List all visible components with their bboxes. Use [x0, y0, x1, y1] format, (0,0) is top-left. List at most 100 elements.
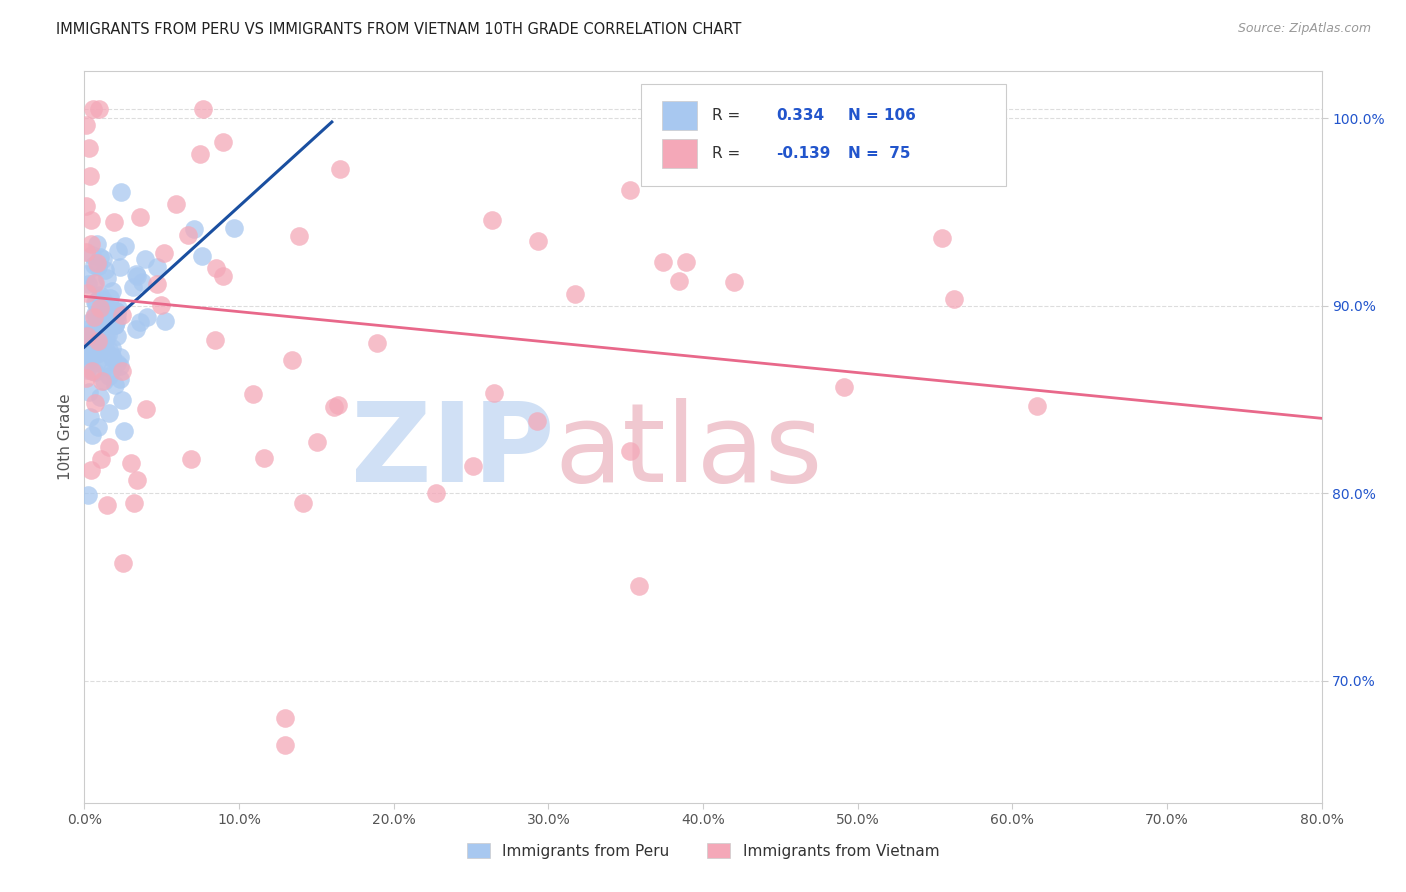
- Point: [79, 463, 101, 477]
- Point: [425, 486, 447, 500]
- Point: [107, 313, 129, 327]
- Point: [82, 102, 104, 116]
- Point: [93, 312, 115, 326]
- Point: [76, 322, 98, 336]
- Point: [77, 277, 100, 292]
- FancyBboxPatch shape: [662, 101, 697, 130]
- Point: [75, 337, 97, 351]
- Text: -0.139: -0.139: [776, 145, 831, 161]
- Point: [87, 102, 110, 116]
- Point: [135, 310, 157, 324]
- Point: [146, 277, 169, 291]
- Point: [112, 424, 135, 438]
- Point: [91, 335, 114, 350]
- Point: [481, 213, 503, 227]
- Point: [153, 246, 176, 260]
- Point: [100, 303, 122, 318]
- Point: [97, 327, 120, 342]
- Point: [153, 314, 176, 328]
- Point: [75, 332, 97, 346]
- Point: [96, 301, 118, 315]
- Point: [211, 136, 233, 150]
- Point: [96, 330, 118, 344]
- Point: [94, 341, 117, 355]
- Point: [98, 343, 121, 357]
- Point: [80, 349, 103, 363]
- Point: [87, 318, 110, 333]
- Point: [103, 318, 125, 332]
- Point: [675, 255, 697, 269]
- Point: [89, 326, 111, 341]
- Point: [942, 292, 965, 306]
- Point: [107, 244, 129, 258]
- Text: 0.334: 0.334: [776, 108, 824, 123]
- Point: [80, 325, 103, 339]
- Point: [98, 368, 121, 383]
- Point: [79, 169, 101, 184]
- Point: [79, 315, 101, 329]
- Point: [77, 385, 100, 400]
- Point: [1025, 399, 1047, 413]
- Point: [83, 277, 105, 291]
- Text: R =: R =: [711, 145, 745, 161]
- Point: [125, 268, 148, 283]
- Point: [222, 220, 245, 235]
- Point: [110, 185, 132, 199]
- FancyBboxPatch shape: [662, 138, 697, 168]
- Text: N = 106: N = 106: [848, 108, 915, 123]
- Point: [84, 294, 107, 309]
- Point: [94, 262, 117, 277]
- Point: [86, 354, 108, 368]
- Point: [80, 364, 103, 378]
- Point: [84, 343, 107, 357]
- Point: [90, 452, 112, 467]
- Point: [329, 161, 352, 176]
- Point: [461, 458, 484, 473]
- Text: Source: ZipAtlas.com: Source: ZipAtlas.com: [1237, 22, 1371, 36]
- Point: [84, 345, 107, 359]
- Point: [326, 398, 349, 412]
- Point: [97, 406, 120, 420]
- Point: [193, 102, 215, 116]
- Point: [104, 303, 127, 318]
- Point: [188, 146, 211, 161]
- Point: [931, 230, 953, 244]
- Point: [75, 118, 97, 132]
- Point: [366, 335, 388, 350]
- Point: [76, 286, 98, 301]
- Point: [105, 328, 128, 343]
- Point: [82, 340, 104, 354]
- Point: [526, 234, 548, 248]
- Point: [91, 293, 114, 308]
- Point: [526, 414, 548, 428]
- Text: ZIP: ZIP: [352, 398, 554, 505]
- Point: [122, 280, 145, 294]
- Point: [75, 199, 97, 213]
- Point: [108, 372, 131, 386]
- Point: [111, 393, 134, 408]
- Point: [108, 359, 131, 373]
- Point: [145, 260, 167, 274]
- Point: [86, 236, 108, 251]
- Point: [79, 213, 101, 227]
- Point: [107, 301, 129, 316]
- Point: [76, 328, 98, 343]
- Point: [129, 315, 152, 329]
- Point: [97, 440, 120, 454]
- Point: [89, 337, 111, 351]
- Point: [87, 420, 110, 434]
- Point: [103, 215, 125, 229]
- Point: [75, 371, 97, 385]
- Point: [832, 380, 855, 394]
- Point: [76, 331, 98, 345]
- Point: [83, 310, 105, 324]
- Point: [79, 410, 101, 425]
- Point: [86, 256, 108, 270]
- Point: [129, 210, 152, 224]
- Text: N =  75: N = 75: [848, 145, 910, 161]
- Point: [100, 363, 122, 377]
- Point: [80, 236, 103, 251]
- Point: [668, 273, 690, 287]
- Point: [307, 434, 329, 449]
- Point: [204, 333, 226, 347]
